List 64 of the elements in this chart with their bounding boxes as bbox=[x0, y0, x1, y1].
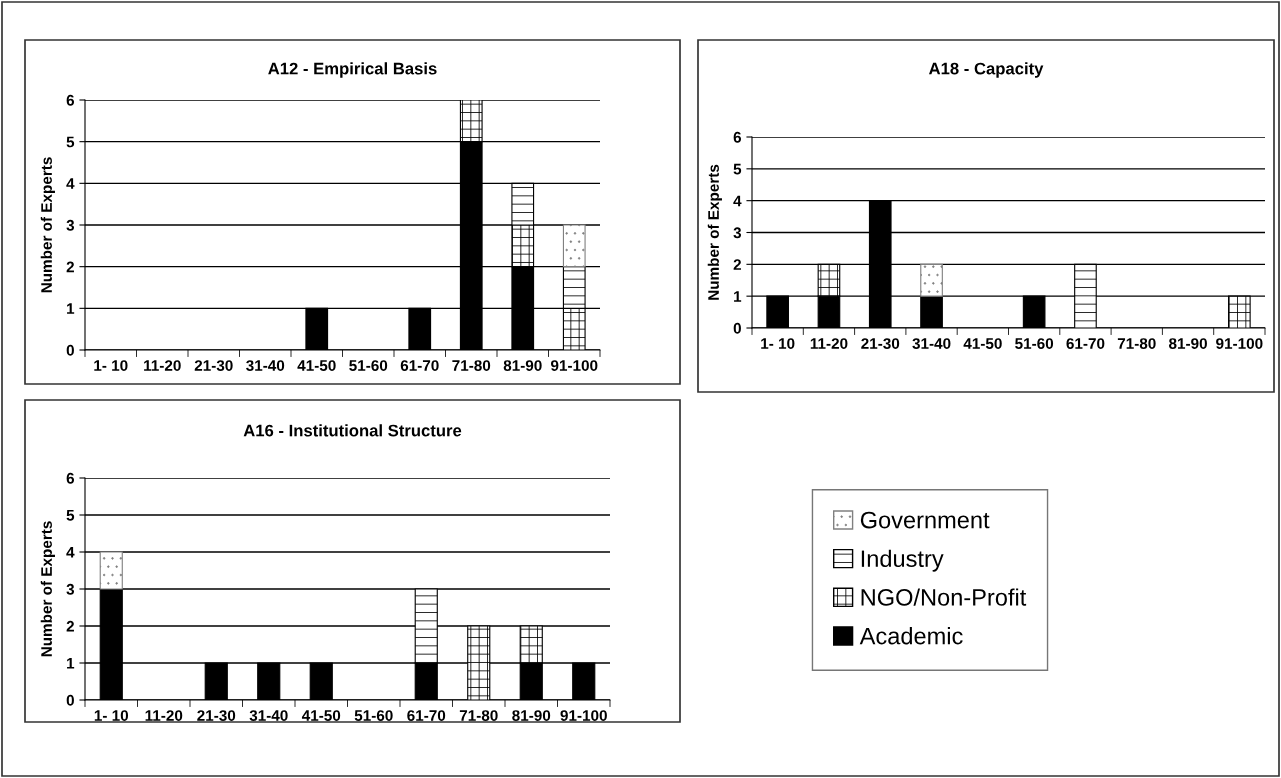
x-tick-label: 21-30 bbox=[194, 360, 233, 371]
y-tick-label: 6 bbox=[66, 472, 75, 484]
y-axis-title: Number of Experts bbox=[40, 521, 55, 657]
x-tick-label: 61-70 bbox=[1066, 338, 1105, 349]
x-tick-label: 1- 10 bbox=[94, 360, 128, 371]
x-tick-label: 21-30 bbox=[861, 338, 900, 349]
y-tick-label: 6 bbox=[66, 94, 75, 106]
x-tick-label: 41-50 bbox=[301, 710, 341, 721]
x-tick-label: 91-100 bbox=[1216, 338, 1263, 349]
y-tick-label: 3 bbox=[733, 227, 742, 239]
y-tick-label: 2 bbox=[66, 261, 74, 273]
x-tick-label: 31-40 bbox=[249, 710, 288, 721]
y-tick-label: 0 bbox=[66, 694, 74, 706]
bar bbox=[920, 263, 943, 297]
x-tick-label: 91-100 bbox=[560, 710, 607, 721]
chart-title: A18 - Capacity bbox=[928, 62, 1044, 78]
y-tick-label: 1 bbox=[734, 291, 742, 302]
x-tick-label: 11-20 bbox=[810, 338, 848, 349]
x-tick-label: 81-90 bbox=[503, 360, 542, 371]
bar bbox=[99, 551, 123, 590]
legend-label: Industry bbox=[861, 549, 944, 572]
y-tick-label: 5 bbox=[733, 163, 742, 175]
x-tick-label: 41-50 bbox=[297, 360, 336, 371]
x-tick-label: 1- 10 bbox=[761, 338, 795, 349]
legend-label: NGO/Non-Profit bbox=[861, 588, 1027, 606]
y-axis-title: Number of Experts bbox=[40, 157, 55, 293]
chart-title: A12 - Empirical Basis bbox=[268, 62, 437, 78]
x-tick-label: 61-70 bbox=[407, 710, 446, 721]
x-tick-label: 11-20 bbox=[144, 360, 181, 371]
x-tick-label: 71-80 bbox=[1117, 338, 1156, 349]
y-axis-title: Number of Experts bbox=[707, 164, 722, 300]
x-tick-label: 51-60 bbox=[354, 710, 393, 721]
x-tick-label: 31-40 bbox=[246, 360, 285, 371]
y-tick-label: 1 bbox=[67, 658, 75, 669]
y-tick-label: 4 bbox=[66, 547, 75, 558]
legend-label: Government bbox=[860, 511, 990, 529]
x-tick-label: 71-80 bbox=[452, 360, 491, 371]
y-tick-label: 3 bbox=[66, 219, 75, 231]
x-tick-label: 81-90 bbox=[1169, 338, 1207, 349]
y-tick-label: 5 bbox=[66, 510, 75, 521]
bar bbox=[562, 224, 586, 268]
x-tick-label: 51-60 bbox=[1015, 338, 1054, 349]
y-tick-label: 3 bbox=[66, 583, 75, 595]
y-tick-label: 5 bbox=[66, 136, 75, 148]
y-tick-label: 2 bbox=[733, 259, 741, 270]
chart-title: A16 - Institutional Structure bbox=[243, 424, 462, 437]
x-tick-label: 81-90 bbox=[512, 710, 551, 721]
x-tick-label: 11-20 bbox=[145, 710, 183, 721]
y-tick-label: 2 bbox=[66, 620, 74, 632]
y-tick-label: 1 bbox=[67, 303, 75, 314]
legend-label: Academic bbox=[859, 627, 963, 645]
x-tick-label: 1- 10 bbox=[94, 710, 129, 721]
y-tick-label: 0 bbox=[66, 344, 74, 356]
y-tick-label: 0 bbox=[733, 322, 741, 334]
x-tick-label: 71-80 bbox=[459, 710, 498, 721]
x-tick-label: 51-60 bbox=[349, 360, 388, 371]
x-tick-label: 41-50 bbox=[963, 338, 1002, 349]
y-tick-label: 4 bbox=[66, 178, 75, 189]
y-tick-label: 6 bbox=[733, 131, 742, 143]
x-tick-label: 61-70 bbox=[400, 360, 439, 371]
x-tick-label: 21-30 bbox=[197, 710, 236, 721]
x-tick-label: 91-100 bbox=[551, 360, 598, 371]
x-tick-label: 31-40 bbox=[912, 338, 951, 349]
y-tick-label: 4 bbox=[733, 195, 742, 207]
